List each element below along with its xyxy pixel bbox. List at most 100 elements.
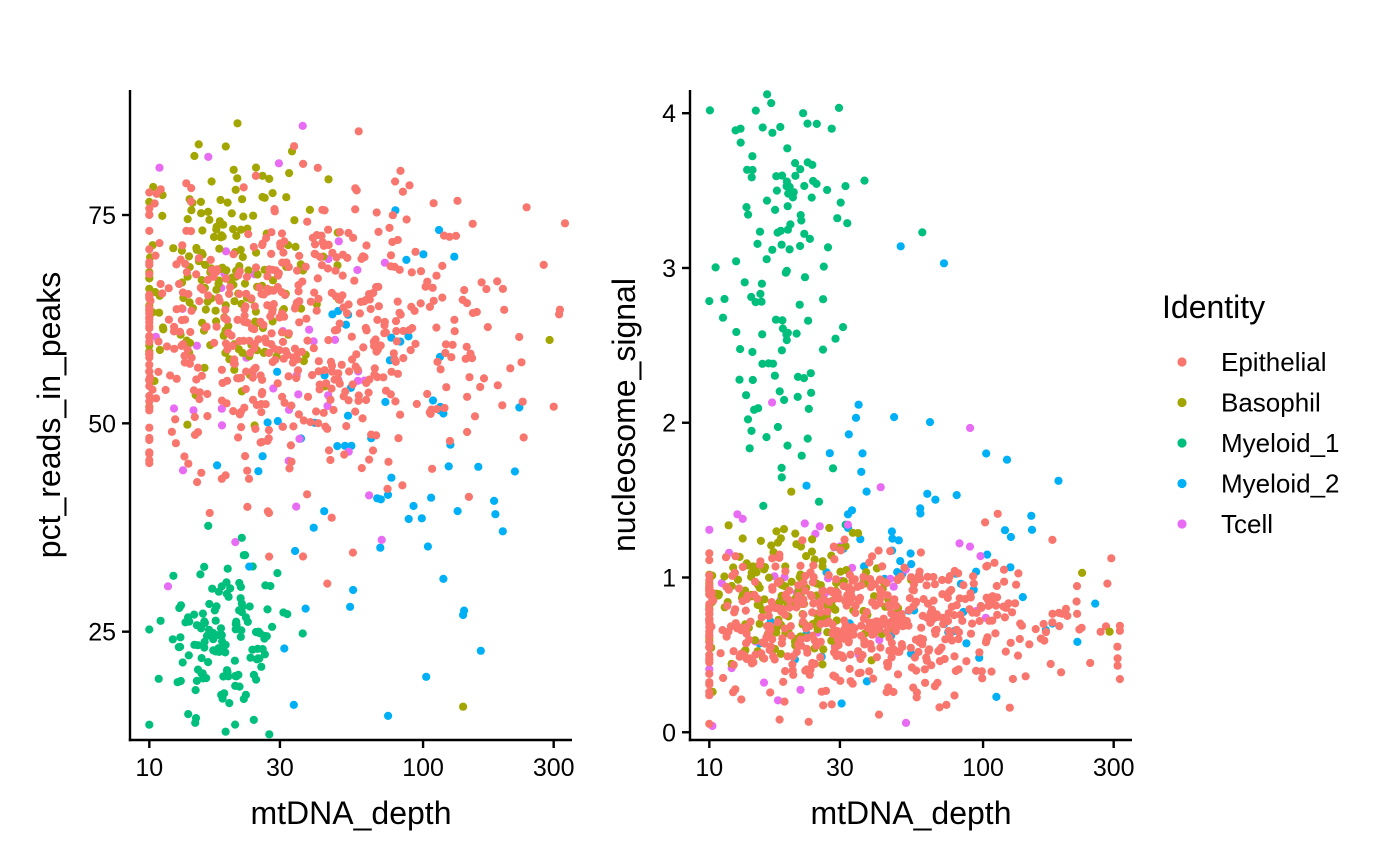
data-point-myeloid-1: [212, 647, 222, 656]
data-point-epithelial: [294, 410, 303, 419]
data-point-epithelial: [391, 177, 400, 186]
data-point-basophil: [184, 252, 194, 261]
data-point-basophil: [205, 215, 214, 224]
data-point-epithelial: [175, 327, 185, 336]
data-point-epithelial: [428, 464, 437, 473]
data-point-epithelial: [241, 452, 250, 461]
data-point-basophil: [772, 527, 781, 536]
data-point-epithelial: [348, 548, 357, 557]
data-point-basophil: [253, 270, 262, 279]
data-point-myeloid-1: [757, 279, 767, 288]
data-point-myeloid-2: [320, 507, 329, 516]
data-point-myeloid-2: [847, 506, 857, 515]
data-point-tcell: [796, 685, 805, 694]
data-point-epithelial: [388, 237, 397, 247]
data-point-epithelial: [145, 406, 154, 415]
data-point-tcell: [800, 519, 809, 528]
data-point-epithelial: [462, 342, 471, 351]
data-point-epithelial: [921, 678, 930, 688]
data-point-epithelial: [911, 598, 920, 607]
data-point-epithelial: [303, 392, 313, 401]
data-point-epithelial: [816, 653, 825, 662]
data-point-epithelial: [388, 211, 397, 220]
data-point-epithelial: [882, 627, 892, 636]
data-point-basophil: [232, 231, 241, 240]
data-point-epithelial: [314, 357, 323, 366]
data-point-myeloid-2: [802, 481, 811, 490]
data-point-myeloid-1: [800, 229, 809, 238]
data-point-basophil: [285, 169, 294, 178]
data-point-epithelial: [351, 407, 360, 416]
data-point-epithelial: [145, 305, 154, 314]
data-point-tcell: [295, 434, 304, 443]
data-point-epithelial: [432, 323, 441, 332]
data-point-myeloid-1: [221, 727, 230, 736]
data-point-epithelial: [411, 339, 420, 348]
data-point-tcell: [353, 265, 362, 275]
data-point-basophil: [260, 193, 269, 202]
data-point-epithelial: [374, 227, 383, 236]
data-point-epithelial: [857, 621, 866, 630]
data-point-epithelial: [975, 616, 984, 626]
data-point-epithelial: [780, 697, 789, 706]
data-point-tcell: [773, 696, 783, 705]
data-point-basophil: [802, 552, 811, 561]
data-point-myeloid-1: [793, 392, 802, 401]
data-point-epithelial: [145, 260, 154, 270]
data-point-epithelial: [956, 610, 965, 620]
data-point-epithelial: [845, 664, 854, 674]
data-point-myeloid-2: [434, 225, 444, 235]
data-point-epithelial: [716, 649, 725, 658]
data-point-epithelial: [806, 591, 816, 600]
data-point-epithelial: [1001, 603, 1011, 612]
data-point-epithelial: [708, 594, 717, 603]
data-point-epithelial: [1015, 634, 1024, 644]
data-point-epithelial: [942, 700, 951, 710]
data-point-epithelial: [773, 618, 782, 627]
data-point-epithelial: [1041, 627, 1051, 637]
data-point-myeloid-1: [803, 119, 812, 128]
data-point-epithelial: [324, 225, 333, 234]
data-point-epithelial: [372, 208, 381, 217]
data-point-epithelial: [925, 645, 934, 654]
data-point-epithelial: [217, 474, 226, 483]
data-point-epithelial: [933, 678, 942, 688]
data-point-basophil: [216, 195, 225, 205]
data-point-epithelial: [145, 270, 154, 279]
data-point-myeloid-2: [1000, 526, 1010, 535]
data-point-myeloid-1: [238, 602, 247, 611]
data-point-epithelial: [362, 241, 371, 250]
data-point-epithelial: [885, 603, 895, 612]
data-point-epithelial: [183, 345, 192, 354]
data-point-tcell: [294, 390, 303, 399]
data-point-epithelial: [161, 385, 170, 395]
data-point-basophil: [158, 211, 167, 220]
data-point-epithelial: [152, 394, 161, 403]
data-point-epithelial: [969, 572, 978, 581]
data-point-myeloid-1: [747, 292, 756, 302]
data-point-basophil: [244, 266, 253, 275]
data-point-epithelial: [884, 659, 893, 668]
data-point-epithelial: [154, 367, 163, 376]
data-point-tcell: [309, 337, 318, 346]
data-point-epithelial: [705, 719, 714, 729]
data-point-epithelial: [871, 601, 880, 610]
data-point-epithelial: [731, 685, 740, 694]
data-point-basophil: [825, 523, 834, 533]
data-point-epithelial: [886, 547, 895, 556]
data-point-epithelial: [824, 617, 833, 626]
data-point-epithelial: [195, 388, 204, 397]
data-point-myeloid-1: [720, 294, 729, 304]
data-point-basophil: [714, 590, 724, 599]
data-point-epithelial: [798, 536, 807, 545]
data-point-epithelial: [248, 373, 257, 382]
data-point-epithelial: [705, 680, 714, 689]
data-point-epithelial: [765, 645, 774, 655]
data-point-epithelial: [293, 366, 303, 375]
data-point-myeloid-1: [827, 124, 836, 133]
data-point-myeloid-2: [862, 487, 871, 496]
x-tick-label: 100: [402, 754, 444, 782]
data-point-epithelial: [286, 441, 295, 450]
data-point-myeloid-1: [184, 710, 193, 719]
